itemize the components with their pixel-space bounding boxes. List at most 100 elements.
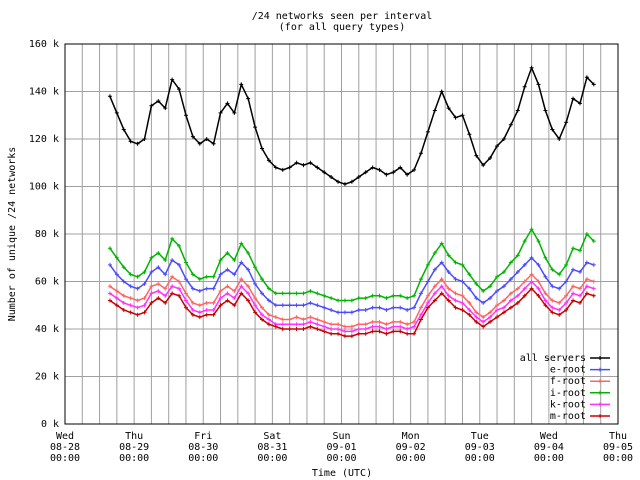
data-point [273,315,278,320]
data-point [135,274,140,279]
series-e-root [107,255,596,315]
data-point [584,277,589,282]
data-point [543,274,548,279]
y-tick-label: 140 k [29,87,59,98]
data-point [501,284,506,289]
chart-title: /24 networks seen per interval [252,11,433,22]
data-point [163,106,168,111]
data-point [550,284,555,289]
data-point [356,175,361,179]
data-point [204,300,209,305]
y-tick-label: 100 k [29,182,59,193]
data-point [432,251,437,255]
data-point [522,279,527,284]
data-point [571,267,576,272]
series-m-root [107,286,596,339]
data-point [336,322,341,327]
data-point [391,293,396,298]
data-point [550,310,555,315]
data-point [253,303,258,308]
data-point [474,281,479,286]
series-i-root [107,227,596,303]
data-point [121,127,126,132]
data-point [515,108,520,113]
data-point [107,94,112,99]
data-point [405,322,410,327]
data-point [342,310,347,315]
data-point [156,289,161,293]
data-point [322,170,327,175]
data-point [453,277,458,282]
data-point [384,308,389,312]
data-point [474,315,479,320]
data-point [557,312,562,317]
y-tick-label: 80 k [35,229,59,240]
data-point [495,303,500,308]
data-point [301,322,306,327]
data-point [135,286,140,291]
x-tick-label: 09-02 [396,442,426,453]
data-point [156,251,161,255]
data-point [370,165,375,170]
data-point [336,331,341,336]
data-point [211,308,216,312]
data-point [218,258,223,263]
data-point [260,277,265,282]
data-point [183,113,188,118]
data-point [156,99,161,103]
data-point [128,310,133,315]
data-point [557,137,562,141]
data-point [225,101,230,106]
data-point [363,327,368,331]
data-point [225,267,230,272]
data-point [425,293,430,298]
x-tick-label: 00:00 [188,453,218,464]
series-k-root [107,279,596,334]
data-point [453,298,458,303]
data-point [114,110,119,115]
x-tick-label: 09-01 [326,442,356,453]
x-tick-label: Mon [402,431,420,442]
data-point [107,284,112,289]
data-point [550,127,555,132]
series-line [109,280,595,333]
data-point [246,284,251,289]
data-point [294,327,299,331]
data-point [418,291,423,296]
data-point [239,241,244,246]
data-point [495,315,500,320]
data-point [377,305,382,310]
data-point [571,291,576,296]
data-point [577,300,582,305]
data-point [294,322,299,327]
data-point [577,286,582,291]
data-point [177,262,182,267]
data-point [488,296,493,301]
data-point [163,300,168,305]
data-point [163,293,168,298]
data-point [536,82,541,87]
x-tick-label: Wed [56,431,74,442]
data-point [536,279,541,284]
data-point [273,324,278,329]
data-point [301,317,306,322]
data-point [170,284,175,289]
data-point [156,296,161,301]
data-point [301,327,306,331]
data-point [398,165,403,170]
y-tick-label: 120 k [29,134,59,145]
data-point [149,284,154,289]
data-point [329,175,334,179]
chart-subtitle: (for all query types) [279,22,405,33]
data-point [522,293,527,298]
data-point [308,315,313,320]
data-point [460,113,465,118]
data-point [377,319,382,324]
data-point [280,303,285,308]
data-point [349,310,354,315]
data-point [308,319,313,324]
data-point [481,300,486,305]
data-point [329,296,334,301]
legend-marker [598,367,602,372]
data-point [460,262,465,267]
